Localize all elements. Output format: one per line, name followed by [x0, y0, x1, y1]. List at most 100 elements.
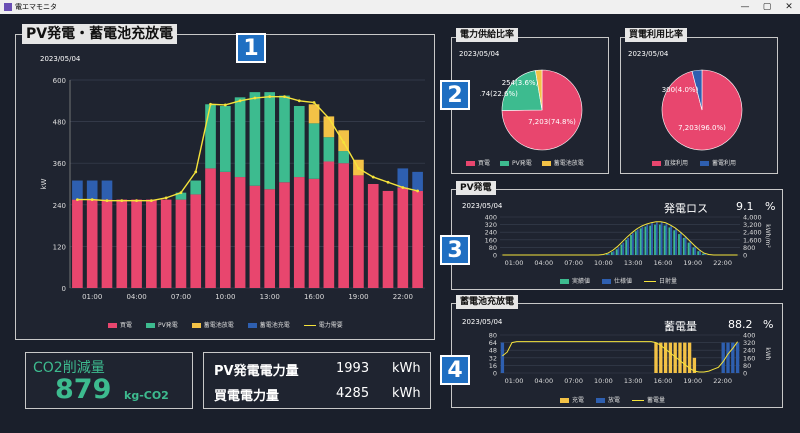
- demand-point: [386, 180, 390, 184]
- badge-3: 3: [440, 235, 470, 265]
- legend-item-charge: 蓄電池充電: [247, 320, 290, 329]
- co2-value: 879: [55, 374, 112, 405]
- demand-point: [105, 199, 109, 203]
- bar-segment: [323, 137, 335, 162]
- y2-tick-label: 0: [743, 252, 747, 260]
- bar-segment: [190, 194, 202, 288]
- window-title: 電エマモニタ: [15, 3, 57, 11]
- bar-segment: [308, 104, 320, 124]
- y-tick-label: 240: [53, 202, 66, 210]
- bar-segment: [279, 95, 290, 183]
- co2-unit: kg-CO2: [124, 389, 169, 402]
- pv-legend: 実績値 仕様値 日射量: [560, 276, 677, 285]
- bar-discharge: [683, 342, 687, 373]
- bar-actual: [610, 252, 613, 255]
- y-tick-label: 32: [489, 354, 497, 362]
- bar-actual: [630, 235, 632, 255]
- y-tick-label: 480: [53, 119, 66, 127]
- y-tick-label: 240: [485, 229, 497, 237]
- buy-energy-value: 4285: [336, 386, 370, 401]
- bar-discharge: [673, 342, 677, 373]
- bar-segment: [338, 163, 349, 288]
- battery-level-label: 蓄電量: [664, 320, 697, 333]
- legend-item-buy: 買電: [108, 320, 132, 329]
- bar-spec: [622, 242, 625, 255]
- bar-actual: [668, 227, 671, 255]
- y-tick-label: 120: [53, 243, 66, 251]
- demand-point: [238, 99, 242, 103]
- bar-actual: [687, 242, 690, 255]
- x-tick-label: 10:00: [594, 377, 613, 385]
- y2-tick-label: 0: [743, 370, 747, 378]
- bar-actual: [692, 247, 695, 255]
- bar-charge: [500, 342, 505, 373]
- bar-actual: [644, 226, 647, 255]
- bar-segment: [308, 123, 320, 179]
- y-tick-label: 80: [489, 244, 497, 252]
- bar-segment: [412, 171, 423, 191]
- bar-spec: [607, 253, 610, 255]
- minimize-button[interactable]: —: [740, 2, 750, 12]
- x-tick-label: 13:00: [260, 293, 280, 301]
- x-tick-label: 22:00: [713, 377, 732, 385]
- bar-segment: [219, 171, 231, 288]
- legend-item-charge: 充電: [560, 395, 584, 404]
- bar-discharge: [687, 342, 692, 373]
- y2-tick-label: 3,200: [743, 221, 762, 229]
- bar-segment: [205, 104, 216, 169]
- bar-segment: [190, 180, 202, 195]
- bar-segment: [382, 190, 394, 288]
- badge-2: 2: [440, 80, 470, 110]
- bar-actual: [673, 230, 676, 255]
- bar-segment: [293, 106, 305, 178]
- bar-segment: [264, 92, 276, 190]
- legend-item-discharge: 蓄電池放電: [541, 158, 584, 167]
- badge-1: 1: [236, 33, 266, 63]
- demand-point: [401, 186, 405, 189]
- maximize-button[interactable]: ▢: [762, 2, 772, 12]
- bar-spec: [703, 253, 706, 255]
- co2-panel: [25, 352, 193, 409]
- legend-item-irradiance: 日射量: [644, 276, 677, 285]
- y2-tick-label: 400: [743, 332, 755, 340]
- buy-panel-title: 買電利用比率: [625, 28, 688, 42]
- demand-point: [297, 99, 301, 103]
- pv-loss-unit: %: [765, 200, 776, 213]
- bar-segment: [234, 97, 246, 178]
- bar-discharge: [668, 342, 673, 373]
- y2-tick-label: 2,400: [743, 229, 762, 237]
- demand-point: [209, 102, 212, 106]
- bar-segment: [101, 199, 113, 288]
- bar-actual: [649, 225, 652, 255]
- supply-pie-chart: 7,203(74.8%) 2,174(22.6%) 254(3.6%): [480, 69, 583, 151]
- demand-point: [312, 101, 316, 104]
- buy-pie-chart: 7,203(96.0%) 300(4.0%): [662, 69, 743, 151]
- legend-item-level: 蓄電量: [632, 395, 665, 404]
- y-tick-label: 400: [485, 214, 497, 222]
- app-icon: [4, 3, 12, 11]
- bar-segment: [323, 116, 335, 138]
- demand-point: [164, 196, 168, 200]
- bar-segment: [338, 130, 349, 152]
- battery-panel-date: 2023/05/04: [462, 318, 503, 326]
- demand-point: [342, 141, 346, 144]
- y-tick-label: 0: [62, 285, 66, 293]
- irradiance-line: [502, 221, 738, 256]
- bar-segment: [86, 180, 98, 200]
- supply-panel-title: 電力供給比率: [456, 28, 519, 42]
- legend-item-actual: 実績値: [560, 276, 590, 285]
- y2-tick-label: 80: [743, 362, 751, 370]
- y-tick-label: 64: [489, 339, 497, 347]
- bar-segment: [219, 106, 231, 172]
- x-tick-label: 01:00: [505, 377, 524, 385]
- bar-spec: [689, 241, 692, 255]
- close-button[interactable]: ✕: [785, 2, 793, 12]
- battery-legend: 充電 放電 蓄電量: [560, 395, 665, 404]
- x-tick-label: 16:00: [654, 259, 673, 267]
- y2-tick-label: 240: [743, 347, 755, 355]
- legend-item-discharge: 放電: [596, 395, 620, 404]
- buy-energy-unit: kWh: [392, 386, 421, 401]
- bar-segment: [249, 92, 261, 186]
- demand-point: [75, 198, 79, 202]
